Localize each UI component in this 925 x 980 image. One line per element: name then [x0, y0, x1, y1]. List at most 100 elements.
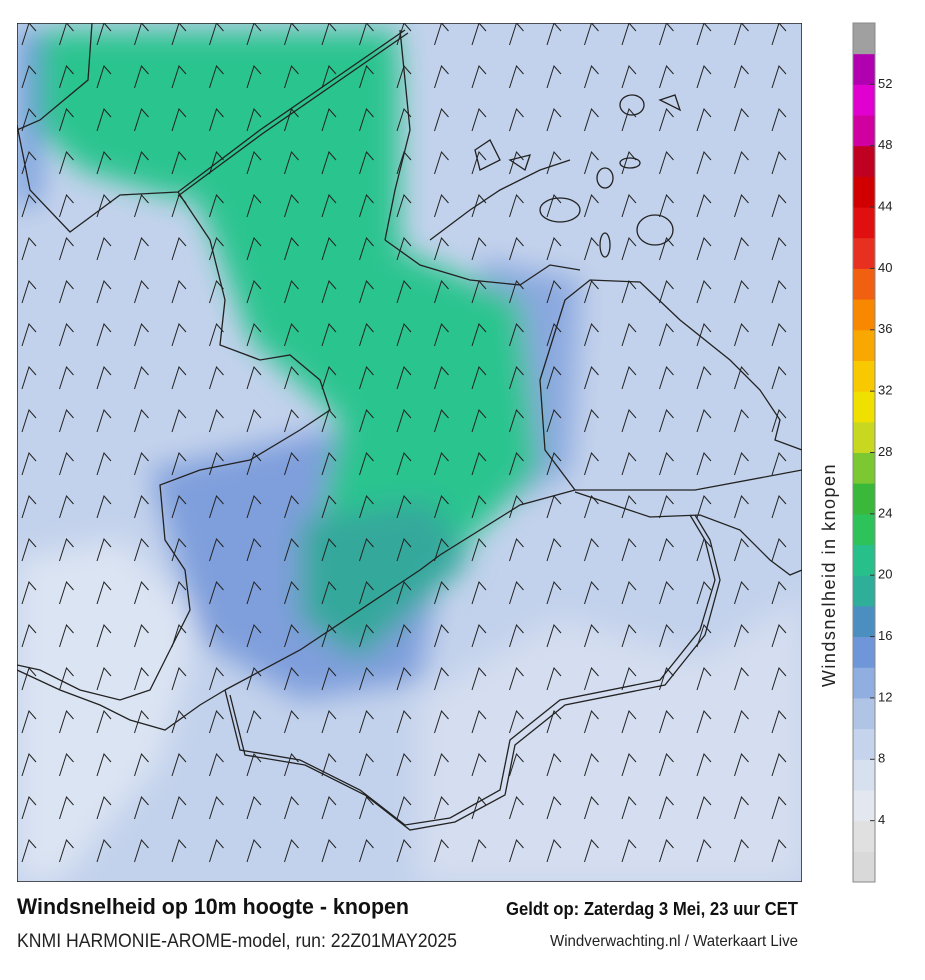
wind-barb: [96, 538, 112, 562]
wind-barb: [584, 452, 599, 476]
wind-barb: [659, 452, 674, 476]
wind-barb: [96, 237, 112, 261]
wind-barb: [359, 151, 374, 175]
wind-barb: [621, 23, 637, 46]
wind-barb: [284, 796, 299, 820]
color-step: [853, 667, 875, 699]
wind-barb: [134, 710, 149, 734]
wind-barb: [509, 409, 524, 433]
wind-barb: [134, 538, 149, 562]
wind-barb: [434, 495, 449, 519]
wind-barb: [621, 753, 637, 777]
wind-barb: [434, 23, 449, 46]
colorbar-tick-label: 24: [878, 505, 892, 520]
wind-barb: [246, 667, 262, 691]
wind-barb: [621, 538, 637, 562]
wind-barb: [771, 796, 787, 820]
wind-barb: [171, 237, 187, 261]
wind-barb: [471, 710, 487, 734]
wind-barb: [284, 452, 299, 476]
wind-barb: [546, 409, 562, 433]
wind-barb: [546, 366, 562, 390]
color-step: [853, 697, 875, 730]
wind-barb: [659, 366, 674, 390]
title: Windsnelheid op 10m hoogte - knopen: [17, 894, 409, 919]
wind-barb: [59, 452, 74, 476]
wind-barb: [546, 495, 562, 519]
wind-barb: [359, 538, 374, 562]
wind-barb: [546, 280, 562, 304]
wind-barb: [321, 581, 337, 605]
color-step: [853, 145, 875, 177]
color-step: [853, 207, 875, 239]
wind-barb: [434, 108, 449, 132]
wind-barb: [59, 409, 74, 433]
wind-barb: [771, 65, 787, 89]
wind-barb: [209, 710, 224, 734]
wind-barb: [584, 624, 599, 648]
credit: Windverwachting.nl / Waterkaart Live: [550, 933, 798, 950]
color-step: [853, 237, 875, 269]
wind-barb: [321, 839, 337, 863]
wind-barb: [171, 366, 187, 390]
wind-barb: [471, 538, 487, 562]
wind-barb: [546, 710, 562, 734]
color-step: [853, 84, 875, 116]
wind-barb: [21, 409, 37, 433]
wind-barb: [21, 23, 37, 46]
wind-barb: [59, 753, 74, 777]
wind-barb: [321, 538, 337, 562]
wind-barb: [771, 409, 787, 433]
wind-barb: [659, 280, 674, 304]
wind-barb: [509, 151, 524, 175]
color-step: [853, 268, 875, 300]
wind-barb: [59, 624, 74, 648]
wind-barb: [321, 65, 337, 89]
wind-barb: [134, 495, 149, 519]
wind-barb: [284, 753, 299, 777]
wind-barb: [434, 581, 449, 605]
wind-barb: [696, 323, 712, 347]
wind-barb: [134, 624, 149, 648]
wind-barb: [134, 23, 149, 46]
wind-barb: [59, 710, 74, 734]
wind-barb: [621, 667, 637, 691]
wind-barb: [321, 194, 337, 218]
wind-barb: [771, 452, 787, 476]
wind-barb: [396, 280, 412, 304]
wind-barb: [246, 280, 262, 304]
wind-barb: [59, 581, 74, 605]
wind-barb: [659, 495, 674, 519]
wind-barb: [471, 409, 487, 433]
wind-barb: [471, 667, 487, 691]
colorbar-tick-label: 40: [878, 260, 892, 275]
wind-barb: [171, 194, 187, 218]
wind-barb: [546, 667, 562, 691]
color-step: [853, 728, 875, 760]
wind-barb: [171, 839, 187, 863]
wind-barb: [659, 667, 674, 691]
wind-barb: [246, 839, 262, 863]
wind-barb: [359, 194, 374, 218]
wind-barb: [396, 581, 412, 605]
color-step: [853, 544, 875, 576]
wind-barb: [396, 151, 412, 175]
wind-barb: [434, 323, 449, 347]
color-step: [853, 513, 875, 546]
wind-barb: [284, 581, 299, 605]
wind-barb: [696, 366, 712, 390]
wind-barb: [284, 108, 299, 132]
colorbar-tick-label: 4: [878, 812, 885, 827]
wind-barb: [246, 796, 262, 820]
wind-barb: [771, 108, 787, 132]
wind-barb: [621, 65, 637, 89]
wind-barb: [209, 495, 224, 519]
wind-barb: [696, 839, 712, 863]
wind-barb: [396, 495, 412, 519]
wind-barb: [209, 753, 224, 777]
wind-barb: [21, 452, 37, 476]
color-step: [853, 759, 875, 791]
wind-barb: [621, 409, 637, 433]
wind-barb: [584, 753, 599, 777]
wind-barb: [59, 237, 74, 261]
